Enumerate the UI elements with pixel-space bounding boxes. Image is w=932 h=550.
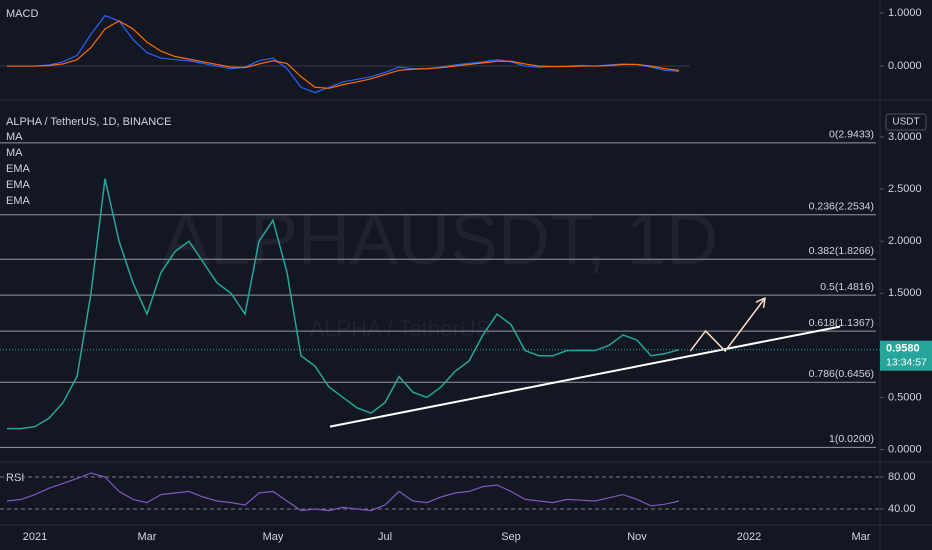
series-line <box>6 472 680 512</box>
last-price-label: 0.9580 <box>886 343 920 355</box>
y-tick-label: 1.0000 <box>888 7 922 19</box>
x-tick-label: Nov <box>627 531 647 543</box>
fib-label: 0(2.9433) <box>829 129 874 141</box>
indicator-label: EMA <box>6 163 31 175</box>
indicator-label: EMA <box>6 195 31 207</box>
fib-label: 0.236(2.2534) <box>809 201 874 213</box>
y-tick-label: 2.0000 <box>888 235 922 247</box>
y-tick-label: 80.00 <box>888 471 916 483</box>
watermark-small: ALPHA / TetherUS <box>310 316 491 341</box>
x-tick-label: Jul <box>378 531 392 543</box>
y-tick-label: 0.0000 <box>888 60 922 72</box>
rsi-title: RSI <box>6 472 24 484</box>
series-line <box>7 20 680 89</box>
x-tick-label: Sep <box>501 531 521 543</box>
indicator-label: MA <box>6 147 23 159</box>
symbol-title: ALPHA / TetherUS, 1D, BINANCE <box>6 116 171 128</box>
fib-label: 0.5(1.4816) <box>820 281 874 293</box>
fib-label: 0.382(1.8266) <box>809 245 874 257</box>
macd-title: MACD <box>6 8 38 20</box>
fib-label: 1(0.0200) <box>829 433 874 445</box>
countdown: 13:34:57 <box>886 356 927 368</box>
y-tick-label: 3.0000 <box>888 131 922 143</box>
y-tick-label: 40.00 <box>888 503 916 515</box>
indicator-label: EMA <box>6 179 31 191</box>
projection-arrow <box>689 299 764 353</box>
fib-label: 0.618(1.1367) <box>809 317 874 329</box>
series-line <box>7 178 680 430</box>
currency: USDT <box>892 117 919 128</box>
y-tick-label: 1.5000 <box>888 287 922 299</box>
y-tick-label: 0.0000 <box>888 443 922 455</box>
y-tick-label: 0.5000 <box>888 391 922 403</box>
x-tick-label: Mar <box>852 531 871 543</box>
fib-label: 0.786(0.6456) <box>809 368 874 380</box>
indicator-label: MA <box>6 131 23 143</box>
trendline <box>329 325 841 428</box>
x-tick-label: May <box>263 531 284 543</box>
currency-box <box>885 113 927 131</box>
x-tick-label: 2022 <box>737 531 761 543</box>
x-tick-label: 2021 <box>23 531 47 543</box>
y-tick-label: 2.5000 <box>888 183 922 195</box>
x-tick-label: Mar <box>138 531 157 543</box>
watermark: ALPHAUSDT, 1D <box>162 200 718 280</box>
last-price-box <box>880 340 932 371</box>
